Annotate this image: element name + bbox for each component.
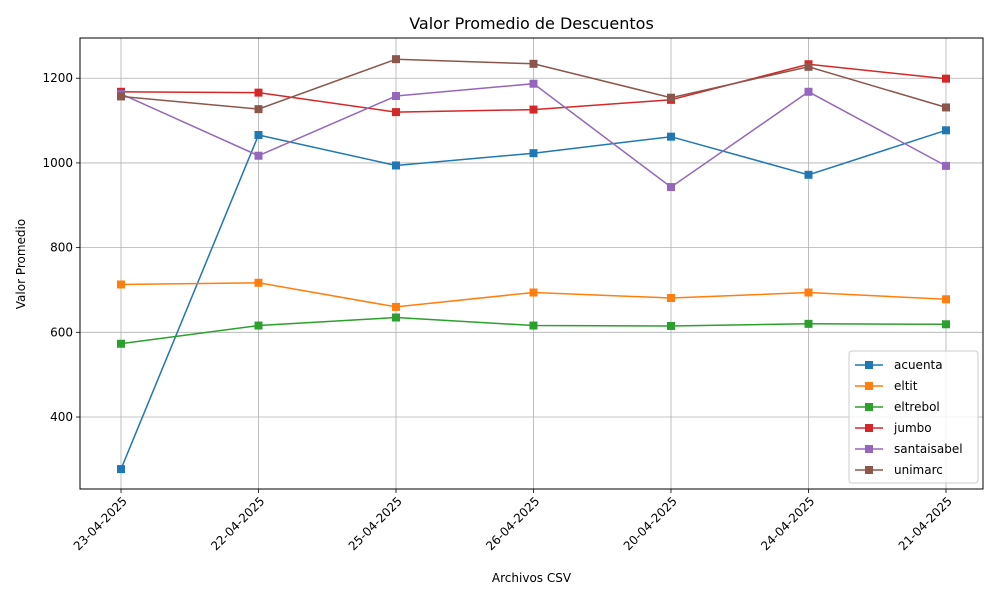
data-point (942, 126, 950, 135)
series-unimarc (117, 55, 950, 114)
legend-marker (865, 424, 873, 432)
legend: acuenta eltit eltrebol jumbo santaisabel unim… (848, 350, 979, 484)
data-point (117, 280, 125, 289)
data-point (529, 288, 538, 297)
x-axis-label: Archivos CSV (492, 571, 572, 585)
legend-marker (865, 382, 873, 390)
ticks-layer: 23-04-2025 22-04-2025 25-04-2025 26-04-2025… (42, 71, 954, 553)
y-tick-label: 1200 (42, 71, 73, 85)
data-point (942, 320, 950, 329)
data-point (667, 132, 675, 141)
data-point (117, 92, 125, 101)
legend-item: unimarc (855, 463, 943, 477)
data-point (254, 151, 263, 160)
data-point (942, 161, 950, 170)
data-point (804, 319, 813, 328)
data-point (392, 313, 400, 322)
legend-item: santaisabel (855, 442, 963, 456)
data-point (804, 62, 813, 71)
data-point (804, 288, 813, 297)
y-tick-label: 800 (50, 241, 73, 255)
data-point (529, 149, 538, 158)
data-point (667, 93, 675, 102)
data-point (254, 105, 263, 114)
data-point (254, 88, 263, 97)
data-point (392, 55, 400, 64)
plot-frame (79, 37, 984, 490)
data-point (254, 321, 263, 330)
legend-label: unimarc (894, 463, 943, 477)
legend-marker (865, 361, 873, 369)
data-point (117, 339, 125, 348)
series-layer (117, 55, 950, 474)
legend-label: eltrebol (894, 400, 940, 414)
data-point (529, 321, 538, 330)
legend-label: acuenta (894, 358, 943, 372)
series-eltrebol (117, 313, 950, 348)
data-point (942, 74, 950, 83)
data-point (529, 59, 538, 68)
x-tick-label: 24-04-2025 (758, 494, 817, 553)
legend-label: jumbo (893, 421, 932, 435)
data-point (529, 105, 538, 114)
y-tick-label: 400 (50, 410, 73, 424)
data-point (804, 170, 813, 179)
data-point (804, 87, 813, 96)
x-tick-label: 22-04-2025 (208, 494, 267, 553)
legend-box (848, 350, 979, 484)
data-point (392, 108, 400, 117)
y-axis-label: Valor Promedio (14, 219, 28, 309)
data-point (254, 278, 263, 287)
data-point (529, 79, 538, 88)
series-acuenta (117, 126, 950, 474)
data-point (117, 465, 125, 474)
legend-item: eltrebol (855, 400, 940, 414)
legend-label: eltit (894, 379, 918, 393)
chart-title: Valor Promedio de Descuentos (409, 14, 654, 33)
legend-label: santaisabel (894, 442, 963, 456)
legend-marker (865, 445, 873, 453)
x-tick-label: 21-04-2025 (896, 494, 955, 553)
series-eltit (117, 278, 950, 311)
data-point (942, 295, 950, 304)
legend-marker (865, 466, 873, 474)
data-point (254, 130, 263, 139)
y-tick-label: 1000 (42, 156, 73, 170)
data-point (942, 103, 950, 112)
legend-marker (865, 403, 873, 411)
legend-item: eltit (855, 379, 918, 393)
data-point (667, 294, 675, 303)
data-point (667, 183, 675, 192)
data-point (392, 92, 400, 101)
data-point (392, 161, 400, 170)
x-tick-label: 23-04-2025 (71, 494, 130, 553)
x-tick-label: 20-04-2025 (621, 494, 680, 553)
data-point (392, 302, 400, 311)
x-tick-label: 26-04-2025 (483, 494, 542, 553)
y-tick-label: 600 (50, 325, 73, 339)
legend-item: acuenta (855, 358, 943, 372)
data-point (667, 321, 675, 330)
legend-item: jumbo (855, 421, 932, 435)
x-tick-label: 25-04-2025 (346, 494, 405, 553)
